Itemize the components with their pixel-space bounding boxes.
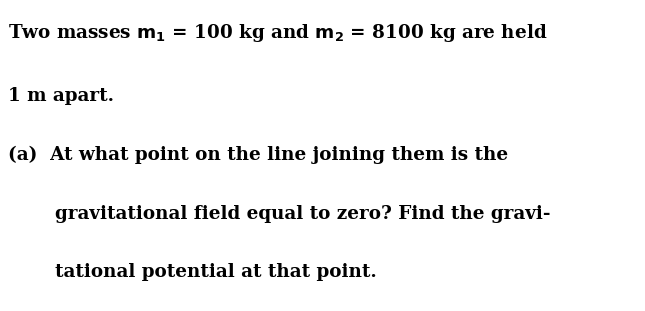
- Text: (a)  At what point on the line joining them is the: (a) At what point on the line joining th…: [8, 146, 508, 165]
- Text: 1 m apart.: 1 m apart.: [8, 87, 114, 105]
- Text: gravitational field equal to zero? Find the gravi-: gravitational field equal to zero? Find …: [55, 205, 550, 223]
- Text: Two masses $\mathbf{m_1}$ = 100 kg and $\mathbf{m_2}$ = 8100 kg are held: Two masses $\mathbf{m_1}$ = 100 kg and $…: [8, 22, 547, 44]
- Text: tational potential at that point.: tational potential at that point.: [55, 263, 377, 281]
